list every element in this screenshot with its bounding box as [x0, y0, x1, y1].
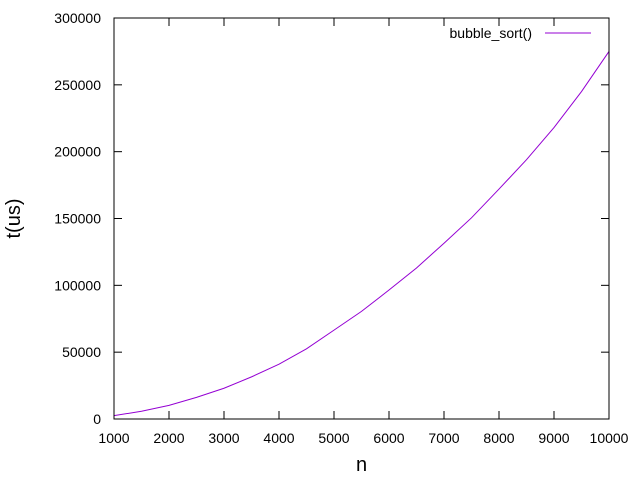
x-tick-label: 6000: [373, 430, 404, 446]
y-tick-label: 0: [93, 411, 101, 427]
x-axis-label: n: [356, 454, 367, 476]
y-tick-label: 250000: [54, 77, 101, 93]
x-tick-label: 2000: [153, 430, 184, 446]
x-tick-label: 3000: [208, 430, 239, 446]
series-layer: [113, 51, 610, 417]
x-tick-label: 8000: [483, 430, 514, 446]
x-tick-label: 10000: [590, 430, 629, 446]
x-tick-label: 5000: [318, 430, 349, 446]
y-tick-label: 100000: [54, 277, 101, 293]
x-tick-label: 9000: [538, 430, 569, 446]
y-tick-label: 200000: [54, 144, 101, 160]
ticks-layer: 1000 2000 3000 4000 5000 6000 7000 8000 9000 1000…: [54, 10, 628, 446]
legend-label: bubble_sort(): [450, 25, 533, 41]
x-tick-label: 4000: [263, 430, 294, 446]
y-tick-label: 50000: [62, 344, 101, 360]
y-tick-label: 300000: [54, 10, 101, 26]
series-line-0: [113, 51, 610, 417]
legend: bubble_sort(): [450, 25, 591, 41]
y-axis-label: t(us): [3, 199, 25, 239]
x-tick-label: 1000: [98, 430, 129, 446]
plot-frame: [113, 17, 610, 420]
y-tick-label: 150000: [54, 211, 101, 227]
x-tick-label: 7000: [428, 430, 459, 446]
